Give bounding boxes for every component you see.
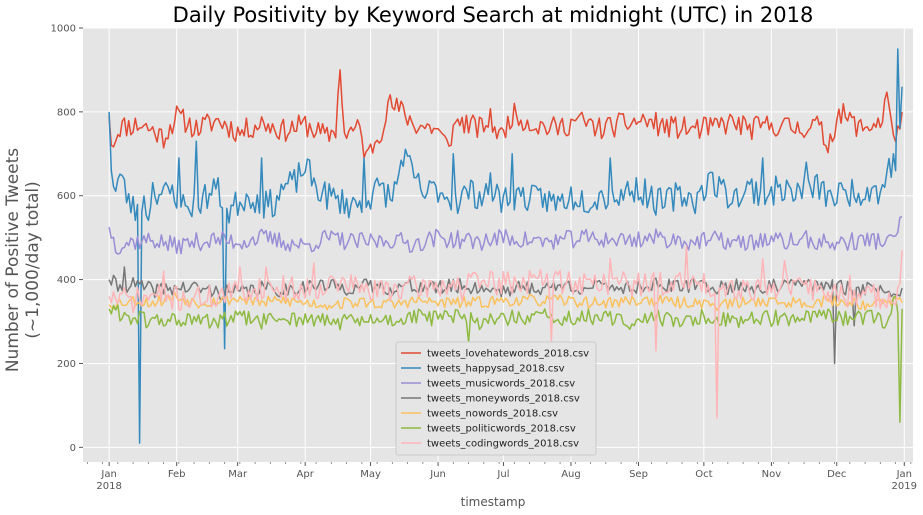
x-axis-label: timestamp [461, 495, 526, 509]
x-tick-label: Aug [561, 469, 581, 480]
chart-title: Daily Positivity by Keyword Search at mi… [173, 3, 814, 27]
x-tick-sublabel: 2018 [96, 481, 121, 492]
y-tick-label: 400 [57, 275, 76, 286]
series-line [108, 215, 903, 255]
legend-label: tweets_codingwords_2018.csv [427, 439, 579, 450]
series-line [108, 266, 903, 365]
y-axis-label-line-1: Number of Positive Tweets [3, 148, 23, 372]
y-axis-label: Number of Positive Tweets (~1,000/day to… [3, 148, 43, 372]
series-line [108, 245, 903, 419]
x-tick-label: Jan [896, 469, 912, 480]
series-line [108, 69, 903, 159]
x-tick-label: Feb [168, 469, 186, 480]
x-tick-label: Jul [496, 469, 509, 480]
x-tick-label: Apr [297, 469, 315, 480]
y-axis-label-line-2: (~1,000/day total) [23, 181, 43, 338]
legend-label: tweets_musicwords_2018.csv [427, 379, 575, 390]
x-tick-label: Nov [762, 469, 782, 480]
x-tick-label: Jun [429, 469, 446, 480]
legend-box [395, 341, 597, 456]
series-line [108, 291, 903, 311]
legend-label: tweets_politicwords_2018.csv [427, 424, 576, 435]
x-tick-label: Jan [100, 469, 116, 480]
legend-label: tweets_happysad_2018.csv [427, 364, 565, 375]
x-tick-label: Oct [695, 469, 712, 480]
x-tick-label: Dec [827, 469, 846, 480]
x-tick-label: Sep [629, 469, 648, 480]
y-tick-label: 0 [70, 443, 76, 454]
legend-label: tweets_nowords_2018.csv [427, 409, 558, 420]
x-tick-label: May [360, 469, 381, 480]
y-tick-label: 1000 [51, 24, 76, 35]
series-line [108, 48, 903, 444]
legend-label: tweets_lovehatewords_2018.csv [427, 349, 589, 360]
y-axis: 0 200 400 600 800 1000 [51, 24, 83, 454]
y-tick-label: 800 [57, 107, 76, 118]
y-tick-label: 200 [57, 359, 76, 370]
x-tick-label: Mar [228, 469, 248, 480]
series-lines [108, 48, 903, 444]
gridlines [83, 27, 913, 462]
series-line [108, 295, 903, 423]
legend-label: tweets_moneywords_2018.csv [427, 394, 580, 405]
x-tick-sublabel: 2019 [892, 481, 917, 492]
y-tick-label: 600 [57, 191, 76, 202]
legend: tweets_lovehatewords_2018.csv tweets_happ… [395, 341, 597, 456]
